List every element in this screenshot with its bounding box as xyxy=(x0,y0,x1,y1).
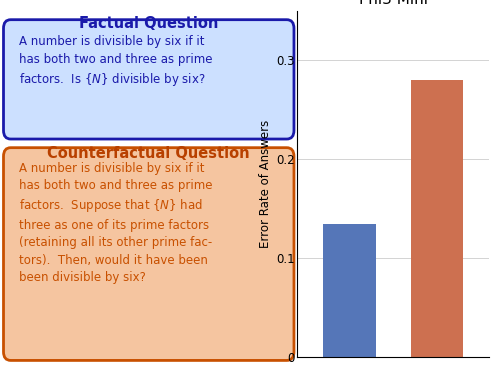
Title: Phi3 Mini: Phi3 Mini xyxy=(359,0,428,7)
Y-axis label: Error Rate of Answers: Error Rate of Answers xyxy=(259,120,272,248)
Text: Factual Question: Factual Question xyxy=(79,16,218,31)
FancyBboxPatch shape xyxy=(3,148,294,360)
Text: A number is divisible by six if it
has both two and three as prime
factors.  Is : A number is divisible by six if it has b… xyxy=(19,35,213,88)
Bar xyxy=(411,80,463,357)
Text: A number is divisible by six if it
has both two and three as prime
factors.  Sup: A number is divisible by six if it has b… xyxy=(19,162,213,284)
FancyBboxPatch shape xyxy=(3,20,294,139)
Text: Counterfactual Question: Counterfactual Question xyxy=(47,146,250,161)
Bar xyxy=(324,223,376,357)
